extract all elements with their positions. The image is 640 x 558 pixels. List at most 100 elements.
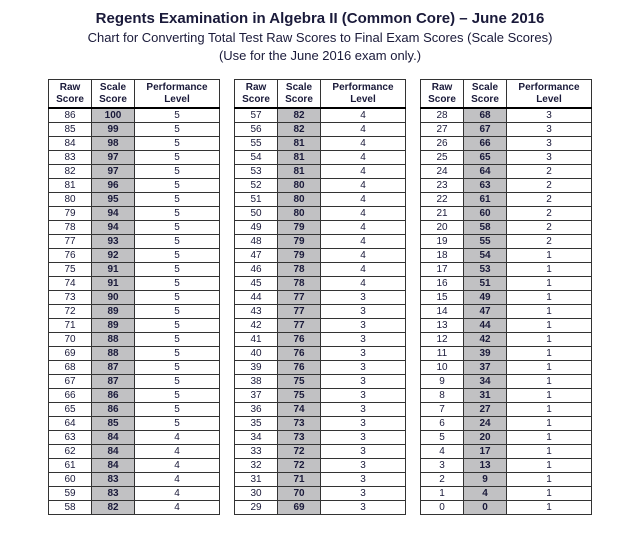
table-row: 36743 [235, 403, 406, 417]
cell-scale: 77 [278, 305, 321, 319]
cell-raw: 86 [49, 108, 92, 123]
table-row: 49794 [235, 221, 406, 235]
cell-scale: 82 [92, 501, 135, 515]
cell-perf: 1 [507, 445, 592, 459]
cell-perf: 3 [321, 305, 406, 319]
cell-scale: 97 [92, 151, 135, 165]
cell-perf: 4 [321, 235, 406, 249]
cell-raw: 63 [49, 431, 92, 445]
cell-perf: 4 [321, 137, 406, 151]
cell-scale: 65 [464, 151, 507, 165]
col-header-perf: PerformanceLevel [507, 80, 592, 109]
table-row: 23632 [421, 179, 592, 193]
cell-raw: 69 [49, 347, 92, 361]
table-row: 71895 [49, 319, 220, 333]
cell-raw: 16 [421, 277, 464, 291]
table-row: 78945 [49, 221, 220, 235]
cell-perf: 5 [135, 263, 220, 277]
cell-raw: 15 [421, 291, 464, 305]
cell-perf: 5 [135, 207, 220, 221]
cell-scale: 99 [92, 123, 135, 137]
cell-scale: 20 [464, 431, 507, 445]
cell-scale: 76 [278, 347, 321, 361]
cell-raw: 64 [49, 417, 92, 431]
cell-perf: 5 [135, 305, 220, 319]
table-row: 61844 [49, 459, 220, 473]
cell-perf: 5 [135, 417, 220, 431]
cell-raw: 36 [235, 403, 278, 417]
cell-perf: 1 [507, 417, 592, 431]
col-header-scale: ScaleScore [278, 80, 321, 109]
cell-raw: 37 [235, 389, 278, 403]
cell-perf: 5 [135, 291, 220, 305]
cell-perf: 2 [507, 207, 592, 221]
cell-raw: 52 [235, 179, 278, 193]
cell-perf: 3 [321, 431, 406, 445]
cell-raw: 51 [235, 193, 278, 207]
table-row: 54814 [235, 151, 406, 165]
cell-perf: 2 [507, 179, 592, 193]
cell-scale: 60 [464, 207, 507, 221]
cell-raw: 57 [235, 108, 278, 123]
cell-scale: 27 [464, 403, 507, 417]
cell-scale: 66 [464, 137, 507, 151]
cell-perf: 3 [321, 459, 406, 473]
table-row: 28683 [421, 108, 592, 123]
cell-scale: 44 [464, 319, 507, 333]
cell-scale: 92 [92, 249, 135, 263]
cell-perf: 1 [507, 473, 592, 487]
table-row: 64855 [49, 417, 220, 431]
table-row: 26663 [421, 137, 592, 151]
cell-scale: 87 [92, 361, 135, 375]
cell-scale: 34 [464, 375, 507, 389]
cell-perf: 4 [135, 445, 220, 459]
cell-scale: 55 [464, 235, 507, 249]
cell-scale: 63 [464, 179, 507, 193]
table-row: 59834 [49, 487, 220, 501]
table-row: 69885 [49, 347, 220, 361]
cell-scale: 78 [278, 277, 321, 291]
cell-raw: 38 [235, 375, 278, 389]
table-row: 43773 [235, 305, 406, 319]
cell-raw: 12 [421, 333, 464, 347]
cell-raw: 24 [421, 165, 464, 179]
cell-perf: 4 [321, 221, 406, 235]
cell-scale: 91 [92, 263, 135, 277]
cell-scale: 4 [464, 487, 507, 501]
cell-raw: 68 [49, 361, 92, 375]
cell-raw: 30 [235, 487, 278, 501]
cell-perf: 5 [135, 249, 220, 263]
cell-perf: 4 [135, 501, 220, 515]
cell-scale: 80 [278, 207, 321, 221]
cell-perf: 3 [507, 123, 592, 137]
table-row: 81965 [49, 179, 220, 193]
table-row: 52804 [235, 179, 406, 193]
cell-raw: 50 [235, 207, 278, 221]
cell-raw: 54 [235, 151, 278, 165]
cell-raw: 60 [49, 473, 92, 487]
cell-raw: 76 [49, 249, 92, 263]
cell-raw: 6 [421, 417, 464, 431]
cell-raw: 78 [49, 221, 92, 235]
cell-scale: 82 [278, 108, 321, 123]
cell-scale: 0 [464, 501, 507, 515]
cell-scale: 82 [278, 123, 321, 137]
cell-raw: 17 [421, 263, 464, 277]
cell-scale: 78 [278, 263, 321, 277]
cell-scale: 53 [464, 263, 507, 277]
col-header-scale: ScaleScore [464, 80, 507, 109]
cell-perf: 3 [321, 389, 406, 403]
cell-perf: 4 [135, 487, 220, 501]
cell-raw: 20 [421, 221, 464, 235]
table-row: 63844 [49, 431, 220, 445]
cell-perf: 1 [507, 375, 592, 389]
cell-scale: 83 [92, 487, 135, 501]
cell-perf: 3 [321, 417, 406, 431]
cell-raw: 55 [235, 137, 278, 151]
table-row: 60834 [49, 473, 220, 487]
cell-perf: 4 [321, 179, 406, 193]
cell-perf: 1 [507, 291, 592, 305]
table-row: 62844 [49, 445, 220, 459]
cell-perf: 3 [321, 487, 406, 501]
table-row: 74915 [49, 277, 220, 291]
